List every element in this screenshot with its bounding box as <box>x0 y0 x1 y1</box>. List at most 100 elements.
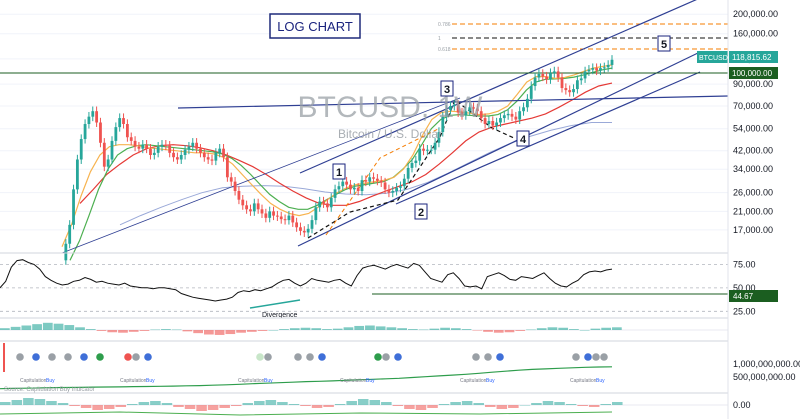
oscillator-bar <box>230 405 242 406</box>
capitulation-axis[interactable]: 1,000,000,000.00 500,000,000.00 <box>733 359 800 382</box>
candle-body <box>249 209 252 212</box>
oscillator-bar <box>219 405 230 408</box>
candle-body <box>137 146 141 149</box>
oscillator-bar <box>415 405 427 410</box>
macd-bar <box>526 329 536 331</box>
oscillator-bar <box>254 401 265 405</box>
candle-body <box>545 76 549 80</box>
candle-body <box>95 111 99 123</box>
macd-bar <box>289 328 300 330</box>
macd-bar <box>246 330 257 332</box>
candle-body <box>202 152 206 158</box>
oscillator-bar <box>369 400 381 405</box>
candle-body <box>310 220 314 229</box>
trend-line <box>299 0 697 174</box>
candle-body <box>322 201 325 204</box>
buy-marker-label: Buy <box>486 378 495 384</box>
oscillator-axis[interactable]: 0.00 <box>733 400 751 410</box>
ema-long-line <box>119 122 612 226</box>
candle-body <box>314 207 318 221</box>
oscillator-bar <box>173 405 184 407</box>
candle-body <box>295 222 299 228</box>
price-axis[interactable]: 200,000.00160,000.00120,000.0090,000.007… <box>697 9 778 235</box>
candle-body <box>175 157 179 160</box>
candle-body <box>525 98 529 108</box>
candle-body <box>341 181 345 187</box>
candle-body <box>99 122 102 143</box>
oscillator-bar <box>392 405 404 406</box>
oscillator-tick-label: 0.00 <box>733 400 751 410</box>
oscillator-line <box>0 411 613 416</box>
candle-body <box>572 89 575 93</box>
candle-body <box>514 116 518 120</box>
oscillator-bar <box>196 405 207 411</box>
candle-body <box>468 107 472 112</box>
macd-bar <box>75 327 85 330</box>
divergence-label: Divergence <box>262 312 298 319</box>
macd-bar <box>182 330 193 332</box>
candle-body <box>302 230 306 233</box>
oscillator-bar <box>600 404 611 405</box>
candle-body <box>179 154 183 160</box>
candle-body <box>287 215 291 221</box>
macd-bar <box>590 328 601 330</box>
candle-body <box>533 77 537 87</box>
candle-body <box>187 146 191 150</box>
wave-label-box <box>414 203 428 220</box>
candle-body <box>199 148 202 153</box>
wave-path <box>307 99 515 239</box>
trend-line <box>177 95 729 109</box>
candle-body <box>499 118 502 123</box>
macd-bar <box>558 327 569 330</box>
capitulation-signal-dot <box>572 353 580 361</box>
candle-body <box>222 148 225 158</box>
oscillator-bar <box>80 405 92 408</box>
rsi-axis[interactable]: 75.00 50.00 25.00 44.67 <box>729 259 778 316</box>
capitulation-signal-dot <box>256 353 264 361</box>
capitulation-signal-dot <box>592 353 600 361</box>
oscillator-bar <box>277 402 288 405</box>
candle-body <box>164 144 168 146</box>
price-gridlines <box>0 13 728 231</box>
candle-body <box>152 152 156 155</box>
oscillator-bar <box>150 401 161 405</box>
macd-bar <box>429 328 440 330</box>
candle-body <box>414 160 418 164</box>
candle-body <box>360 180 364 192</box>
macd-bar <box>214 330 225 335</box>
trend-channels[interactable] <box>0 0 729 254</box>
capitulation-pane: Capitulation Buy Capitulation Buy Capitulati… <box>0 340 800 393</box>
capitulation-signal-dot <box>306 353 314 361</box>
indicator-source-text: Source: Capitulation Buy Indicator <box>4 387 95 393</box>
candle-body <box>191 142 195 147</box>
candle-body <box>556 71 560 78</box>
macd-bar <box>279 329 289 330</box>
macd-bar <box>612 327 622 330</box>
oscillator-plot <box>0 398 728 416</box>
oscillator-bar <box>46 401 57 405</box>
candle-body <box>218 148 222 153</box>
candle-body <box>264 213 268 218</box>
wave-labels[interactable]: 1 2 3 4 5 <box>332 35 671 220</box>
oscillator-bar <box>300 405 311 406</box>
rsi-value-text: 44.67 <box>733 292 754 301</box>
buy-marker-label: Buy <box>596 378 605 384</box>
oscillator-bar <box>127 404 138 405</box>
oscillator-bar <box>161 403 173 405</box>
macd-bar <box>257 330 268 331</box>
candle-body <box>329 197 333 208</box>
buy-marker-label: Buy <box>146 378 155 384</box>
candle-body <box>583 71 587 79</box>
macd-bar <box>365 325 375 330</box>
capitulation-marker-label: Capitulation <box>340 378 367 384</box>
oscillator-bar <box>323 405 334 407</box>
macd-bar <box>579 330 590 331</box>
capitulation-plot: Capitulation Buy Capitulation Buy Capitulati… <box>0 343 613 390</box>
oscillator-bar <box>484 405 496 407</box>
candle-body <box>256 203 260 210</box>
oscillator-bar <box>34 399 46 405</box>
oscillator-bar <box>288 404 300 405</box>
oscillator-bar <box>334 404 346 405</box>
candle-body <box>437 132 441 143</box>
fibonacci-levels[interactable]: 0.786 1 0.618 <box>438 22 728 53</box>
